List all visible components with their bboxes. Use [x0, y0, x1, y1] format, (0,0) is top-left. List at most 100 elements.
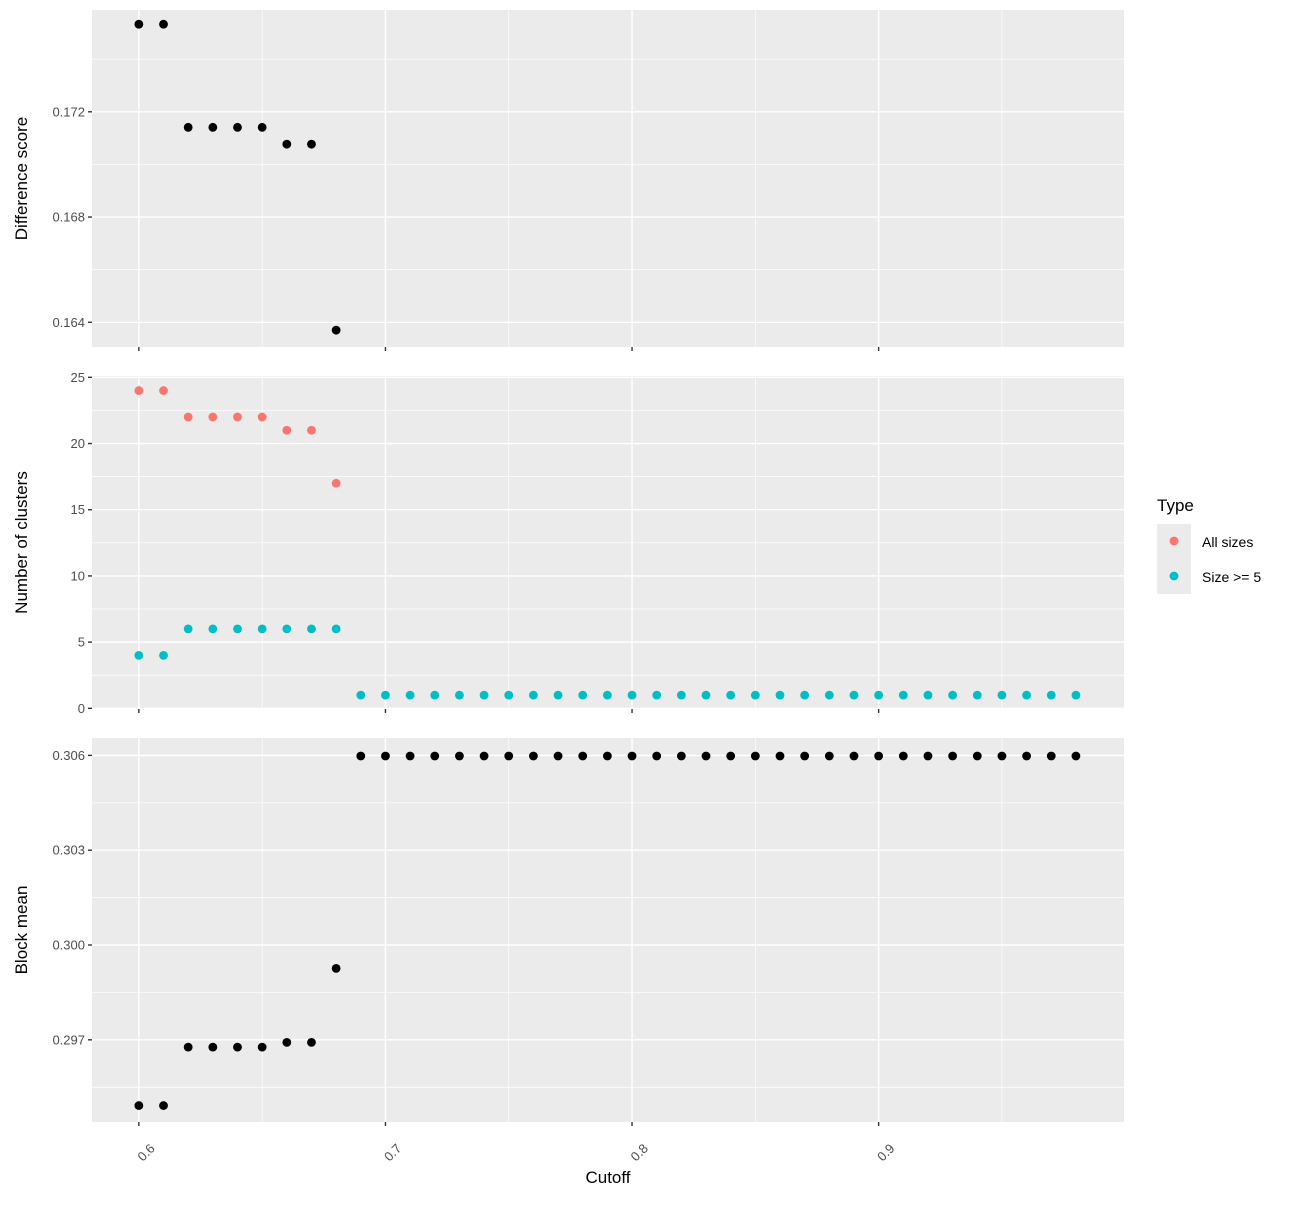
legend-key-size-ge-5 [1169, 571, 1179, 581]
data-point [331, 325, 341, 335]
data-point [233, 1042, 242, 1052]
data-point [356, 690, 366, 700]
data-point [381, 751, 390, 761]
y-tick-label: 0.168 [52, 210, 85, 225]
data-point [233, 122, 242, 132]
data-point [1071, 690, 1081, 700]
data-point [307, 425, 316, 435]
legend-title: Type [1157, 496, 1194, 515]
data-point [479, 690, 489, 700]
data-point [134, 650, 144, 660]
data-point [775, 690, 785, 700]
y-tick-label: 5 [78, 635, 85, 650]
series-difference-0 [134, 19, 341, 335]
data-point [726, 751, 736, 761]
y-tick-label: 25 [71, 370, 85, 385]
data-point [331, 624, 341, 634]
data-point [233, 624, 242, 634]
data-point [381, 690, 390, 700]
data-point [800, 690, 810, 700]
data-point [997, 751, 1007, 761]
data-point [208, 122, 218, 132]
data-point [183, 1042, 193, 1052]
data-point [948, 690, 958, 700]
data-point [257, 122, 267, 132]
data-point [430, 751, 440, 761]
data-point [701, 751, 711, 761]
data-point [331, 964, 341, 973]
x-tick-label: 0.7 [381, 1141, 404, 1164]
data-point [701, 690, 711, 700]
data-point [627, 751, 637, 761]
x-tick-labels: 0.6 0.7 0.8 0.9 [134, 1141, 897, 1164]
data-point [578, 690, 588, 700]
legend: Type All sizes Size >= 5 [1157, 496, 1261, 594]
x-tick-label: 0.9 [874, 1141, 897, 1164]
data-point [159, 19, 168, 29]
data-point [849, 690, 859, 700]
data-point [455, 751, 464, 761]
legend-label-size-ge-5: Size >= 5 [1202, 569, 1261, 585]
panel-background [92, 10, 1124, 347]
data-point [578, 751, 588, 761]
x-axis-title: Cutoff [585, 1168, 630, 1187]
data-point [775, 751, 785, 761]
data-point [898, 690, 908, 700]
panel-block-mean: 0.297 0.300 0.303 0.306 Block mean [12, 738, 1124, 1126]
data-point [1022, 751, 1031, 761]
data-point [282, 624, 292, 634]
data-point [553, 751, 563, 761]
data-point [824, 751, 834, 761]
data-point [430, 690, 440, 700]
data-point [183, 624, 193, 634]
data-point [750, 751, 760, 761]
data-point [282, 1037, 292, 1047]
data-point [356, 751, 366, 761]
data-point [405, 751, 415, 761]
data-point [898, 751, 908, 761]
data-point [652, 690, 662, 700]
x-tick-label: 0.6 [134, 1141, 157, 1164]
data-point [972, 690, 982, 700]
data-point [208, 1042, 218, 1052]
legend-key-all-sizes [1169, 536, 1179, 546]
panel-background [92, 738, 1124, 1122]
x-tick-label: 0.8 [628, 1141, 651, 1164]
y-axis-title: Difference score [12, 117, 31, 240]
data-point [824, 690, 834, 700]
data-point [553, 690, 563, 700]
y-tick-label: 0.297 [52, 1032, 85, 1047]
data-point [282, 139, 292, 149]
data-point [948, 751, 958, 761]
data-point [282, 425, 292, 435]
data-point [652, 751, 662, 761]
data-point [208, 624, 218, 634]
series-block-mean-0 [134, 751, 1081, 1110]
data-point [479, 751, 489, 761]
data-point [1022, 690, 1031, 700]
data-point [874, 751, 884, 761]
data-point [134, 19, 144, 29]
panel-difference: 0.164 0.168 0.172 Difference score [12, 10, 1124, 351]
panel-clusters: 0 5 10 15 20 25 Number of clusters [12, 370, 1124, 716]
data-point [405, 690, 415, 700]
data-point [800, 751, 810, 761]
legend-label-all-sizes: All sizes [1202, 534, 1253, 550]
data-point [602, 690, 612, 700]
y-tick-label: 0.164 [52, 315, 85, 330]
series-clusters-0 [134, 386, 341, 488]
data-point [874, 690, 884, 700]
y-tick-label: 0.300 [52, 938, 85, 953]
data-point [602, 751, 612, 761]
data-point [159, 650, 168, 660]
data-point [504, 751, 514, 761]
legend-key-background [1157, 524, 1191, 594]
data-point [676, 751, 686, 761]
data-point [159, 1101, 168, 1110]
data-point [208, 412, 218, 422]
data-point [455, 690, 464, 700]
data-point [529, 690, 538, 700]
data-point [504, 690, 514, 700]
y-tick-label: 10 [71, 568, 85, 583]
